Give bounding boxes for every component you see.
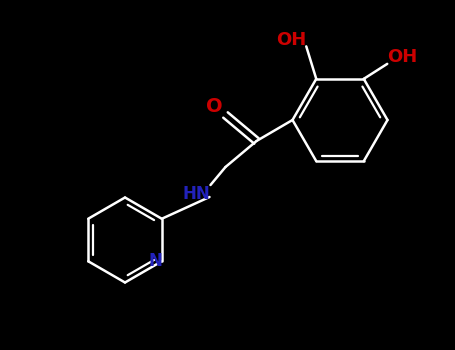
- Text: N: N: [149, 252, 163, 270]
- Text: O: O: [206, 97, 223, 116]
- Text: HN: HN: [182, 184, 210, 203]
- Text: OH: OH: [387, 48, 417, 66]
- Text: OH: OH: [276, 32, 306, 49]
